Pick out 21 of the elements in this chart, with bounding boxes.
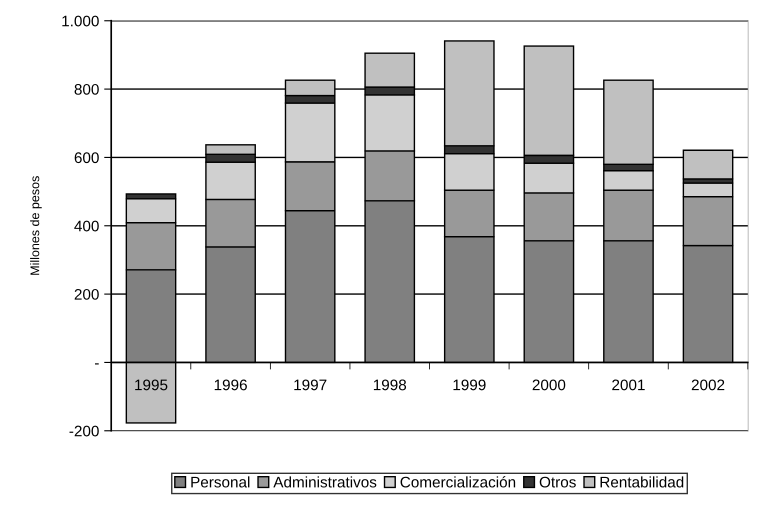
y-tick-label: 200 — [74, 288, 99, 300]
x-tick-label: 1999 — [453, 380, 486, 390]
x-tick-label: 1998 — [374, 380, 406, 390]
x-tick-label: 2001 — [612, 380, 645, 390]
y-tick-label: 600 — [74, 152, 99, 164]
x-tick-label: 1996 — [214, 380, 247, 390]
y-tick-label: -200 — [70, 426, 99, 436]
legend-label: Otros — [540, 476, 576, 488]
x-tick-label: 2000 — [532, 380, 566, 390]
y-tick-label: 1.000 — [62, 16, 99, 26]
x-tick-label: 1995 — [135, 380, 168, 390]
x-tick-label: 1997 — [294, 380, 326, 390]
legend-label: Administrativos — [273, 476, 376, 488]
y-tick-label: 400 — [74, 220, 99, 232]
x-tick-label: 2002 — [692, 380, 724, 390]
y-tick-label: - — [95, 363, 99, 365]
y-axis-title: Millones de pesos — [30, 176, 42, 275]
legend-label: Rentabilidad — [600, 476, 684, 488]
legend-label: Personal — [191, 476, 250, 488]
y-tick-label: 800 — [74, 84, 99, 95]
legend-label: Comercialización — [400, 476, 516, 488]
